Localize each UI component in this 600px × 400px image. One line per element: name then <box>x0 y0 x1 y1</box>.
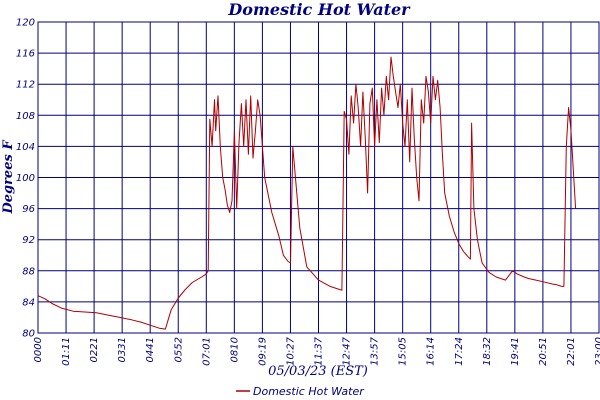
x-tick-label: 20:51 <box>538 337 549 366</box>
x-tick-label: 17:24 <box>454 337 465 366</box>
y-tick-label: 96 <box>22 204 35 215</box>
series-layer <box>37 56 577 330</box>
y-tick-label: 80 <box>22 329 35 340</box>
x-tick-label: 01:11 <box>61 337 72 366</box>
x-tick-label: 0331 <box>117 337 128 362</box>
x-tick-label: 09:19 <box>257 337 268 366</box>
x-tick-label: 0810 <box>229 337 240 362</box>
series-line-0 <box>37 56 577 330</box>
x-tick-label: 18:32 <box>482 337 493 366</box>
y-tick-label: 88 <box>22 266 35 277</box>
chart-title: Domestic Hot Water <box>227 0 411 19</box>
y-tick-label: 92 <box>22 235 35 246</box>
x-tick-label: 0000 <box>33 337 44 362</box>
y-tick-label: 100 <box>16 173 35 184</box>
x-tick-label: 11:37 <box>314 336 325 365</box>
x-tick-label: 12:47 <box>342 336 353 365</box>
y-tick-label: 84 <box>22 297 35 308</box>
y-axis-label: Degrees F <box>1 140 16 215</box>
x-tick-label: 23:00 <box>594 337 600 366</box>
x-tick-label: 13:57 <box>370 336 381 365</box>
y-tick-label: 116 <box>16 49 35 60</box>
x-tick-label: 15:05 <box>398 337 409 366</box>
x-tick-label: 19:41 <box>510 337 521 366</box>
x-tick-label: 22:01 <box>566 337 577 366</box>
x-tick-label: 0552 <box>173 337 184 362</box>
plot-frame <box>37 21 600 334</box>
x-tick-label: 0221 <box>89 337 100 362</box>
x-tick-label: 10:27 <box>285 336 296 365</box>
y-tick-labels: 80 84 88 92 96 100 104 108 112 116 120 <box>16 18 35 340</box>
y-tick-label: 104 <box>16 142 35 153</box>
x-tick-label: 0441 <box>145 337 156 362</box>
legend-label: Domestic Hot Water <box>253 385 365 398</box>
legend: Domestic Hot Water <box>236 385 365 398</box>
x-tick-label: 07:01 <box>201 337 212 366</box>
x-tick-label: 16:14 <box>426 337 437 366</box>
x-tick-labels: 0000 01:11 0221 0331 0441 0552 07:01 0810 09:19 1… <box>33 336 600 365</box>
x-axis-label: 05/03/23 (EST) <box>268 364 368 379</box>
grid <box>37 21 600 334</box>
y-tick-label: 120 <box>16 18 35 29</box>
y-tick-label: 112 <box>16 80 35 91</box>
y-tick-label: 108 <box>16 111 35 122</box>
